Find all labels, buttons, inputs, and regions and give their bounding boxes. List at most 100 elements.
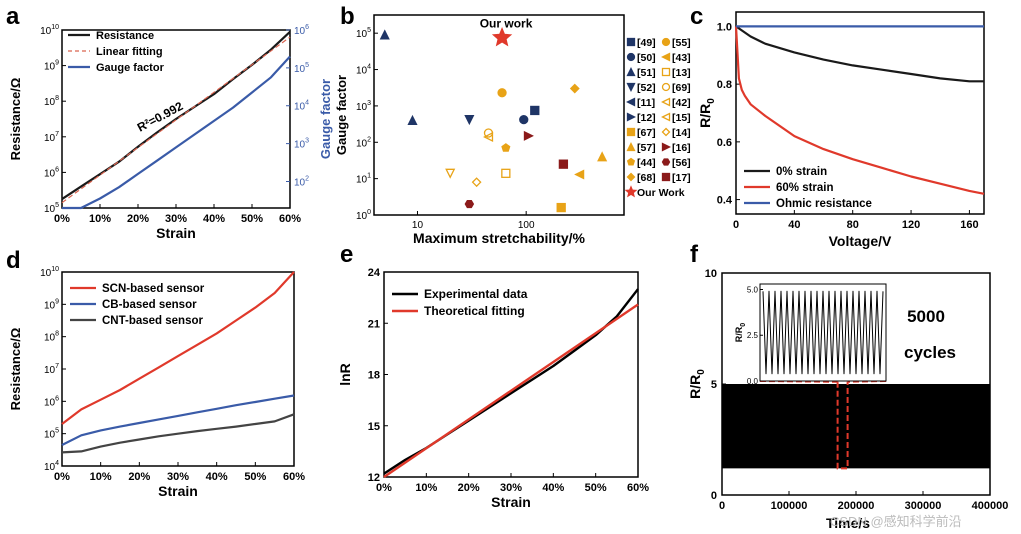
panel-e-xtick-label: 20% [458, 482, 480, 494]
panel-a-y2label: Gauge factor [318, 79, 333, 159]
panel-f-xlabel: Time/s [826, 515, 870, 531]
panel-e-ytick-label: 12 [368, 472, 380, 484]
panel-b-ytick-label: 104 [356, 64, 371, 77]
panel-a-xtick-label: 60% [279, 213, 301, 225]
panel-b-legend-label: [43] [672, 52, 691, 64]
panel-b-legend-marker [661, 112, 671, 122]
panel-b-data-point [497, 88, 507, 98]
panel-e-ytick-label: 15 [368, 421, 380, 433]
panel-d-ytick-label: 108 [44, 331, 59, 344]
panel-e-xlabel: Strain [491, 494, 531, 510]
panel-f-inset-cycle-line [762, 290, 884, 375]
panel-d-legend-label: SCN-based sensor [102, 283, 205, 295]
panel-c-legend-label: 60% strain [776, 182, 834, 194]
panel-a-xtick-label: 40% [203, 213, 225, 225]
panel-b-legend-marker [661, 97, 671, 107]
panel-d-ytick-label: 106 [44, 395, 59, 408]
panel-b-frame [373, 14, 625, 216]
panel-b-legend-marker [661, 37, 671, 47]
panel-b-legend-marker [626, 67, 636, 77]
panel-b-legend-label: [42] [672, 97, 691, 109]
panel-e-xtick-label: 40% [542, 482, 564, 494]
panel-d-xtick-label: 50% [244, 471, 266, 483]
panel-c-xtick-label: 120 [902, 219, 920, 231]
panel-f-ytick-label: 10 [705, 268, 717, 280]
panel-b-legend-label: [15] [672, 112, 691, 124]
panel-b-legend-marker [661, 142, 671, 152]
panel-e-series-line-1 [383, 303, 639, 478]
panel-b-legend-marker [626, 142, 636, 152]
panel-e-legend-label: Experimental data [424, 287, 528, 301]
panel-b-legend-marker [626, 112, 636, 122]
panel-f-chart: 0 100000 200000 300000 400000 0 5 10 Time/s R/R0 5… [687, 268, 1008, 531]
panel-b-legend-label: [51] [637, 67, 656, 79]
panel-b-ylabel: Gauge factor [334, 75, 349, 155]
panel-c-chart: 0 40 80 120 160 0.4 0.6 0.8 1.0 Voltage/V R/R0 0% s… [697, 11, 985, 249]
panel-c-ytick-label: 0.4 [717, 195, 733, 207]
panel-b-legend-label: [50] [637, 52, 656, 64]
panel-b-data-point [558, 159, 569, 169]
panel-c-ytick-label: 0.8 [717, 79, 732, 91]
panel-c-ytick-label: 0.6 [717, 137, 732, 149]
panel-b-legend-label: [12] [637, 112, 656, 124]
panel-d-ylabel: Resistance/Ω [8, 328, 23, 411]
panel-c-frame [735, 11, 985, 215]
panel-d-ytick-label: 107 [44, 363, 59, 376]
panel-a-ytick-label: 108 [44, 95, 59, 108]
panel-b-legend-marker [626, 37, 636, 47]
panel-c-xtick-label: 80 [847, 219, 859, 231]
panel-f-ytick-label: 5 [711, 379, 717, 391]
panel-b-legend-marker [661, 172, 671, 182]
panel-a-series-line-2 [62, 55, 291, 210]
panel-e-xtick-label: 50% [585, 482, 607, 494]
panel-a-xtick-label: 20% [127, 213, 149, 225]
panel-c-legend-label: 0% strain [776, 166, 827, 178]
panel-b-legend-marker [661, 158, 671, 166]
panel-label-a: a [6, 3, 20, 30]
panel-b-legend-marker [626, 172, 636, 182]
panel-b-legend-marker [626, 97, 636, 107]
panel-b-legend-marker [661, 67, 671, 77]
panel-b-chart: 10 100 100 101 102 103 104 105 Maximum stretchab… [334, 14, 691, 246]
panel-b-data-point [491, 27, 513, 47]
panel-b-data-point [574, 169, 585, 180]
panel-a-legend-label: Gauge factor [96, 62, 165, 74]
panel-a-y2tick-label: 103 [294, 138, 309, 151]
panel-b-ytick-label: 105 [356, 27, 371, 40]
panel-b-legend-marker [661, 52, 671, 62]
panel-a-y2tick-label: 102 [294, 175, 309, 188]
panel-b-data-point [379, 29, 390, 40]
panel-d-xtick-label: 40% [206, 471, 228, 483]
panel-label-b: b [340, 3, 355, 30]
panel-b-legend-label: [57] [637, 142, 656, 154]
panel-a-ytick-label: 105 [44, 202, 59, 215]
panel-e-ytick-label: 21 [368, 318, 380, 330]
panel-f-inset-ytick-label: 5.0 [747, 285, 759, 294]
panel-d-xtick-label: 10% [90, 471, 112, 483]
watermark-text: CSDN @感知科学前沿 [830, 514, 962, 529]
panel-c-xtick-label: 0 [733, 219, 739, 231]
panel-e-legend-label: Theoretical fitting [424, 304, 525, 318]
panel-f-xtick-label: 200000 [838, 500, 875, 512]
panel-d-ytick-label: 109 [44, 298, 59, 311]
panel-a-legend-label: Linear fitting [96, 46, 163, 58]
panel-b-data-point [501, 143, 511, 152]
panel-e-xtick-label: 60% [627, 482, 649, 494]
panel-a-ytick-label: 109 [44, 60, 59, 73]
panel-b-legend-label: [13] [672, 67, 691, 79]
panel-e-frame [383, 271, 639, 478]
panel-a-ytick-label: 107 [44, 131, 59, 144]
panel-f-ytick-label: 0 [711, 490, 717, 502]
panel-a-y2tick-label: 106 [294, 24, 309, 37]
panel-b-legend-marker [626, 157, 636, 166]
panel-b-data-point [445, 168, 456, 179]
panel-b-legend-marker [626, 82, 636, 92]
panel-d-series-line-0 [61, 271, 295, 425]
panel-c-ylabel: R/R0 [697, 98, 717, 128]
panel-b-legend-label: [16] [672, 142, 691, 154]
panel-f-annotation-count: 5000 [907, 307, 945, 326]
panel-b-legend-marker [626, 52, 636, 62]
panel-label-f: f [690, 241, 699, 268]
panel-b-data-point [483, 131, 494, 143]
